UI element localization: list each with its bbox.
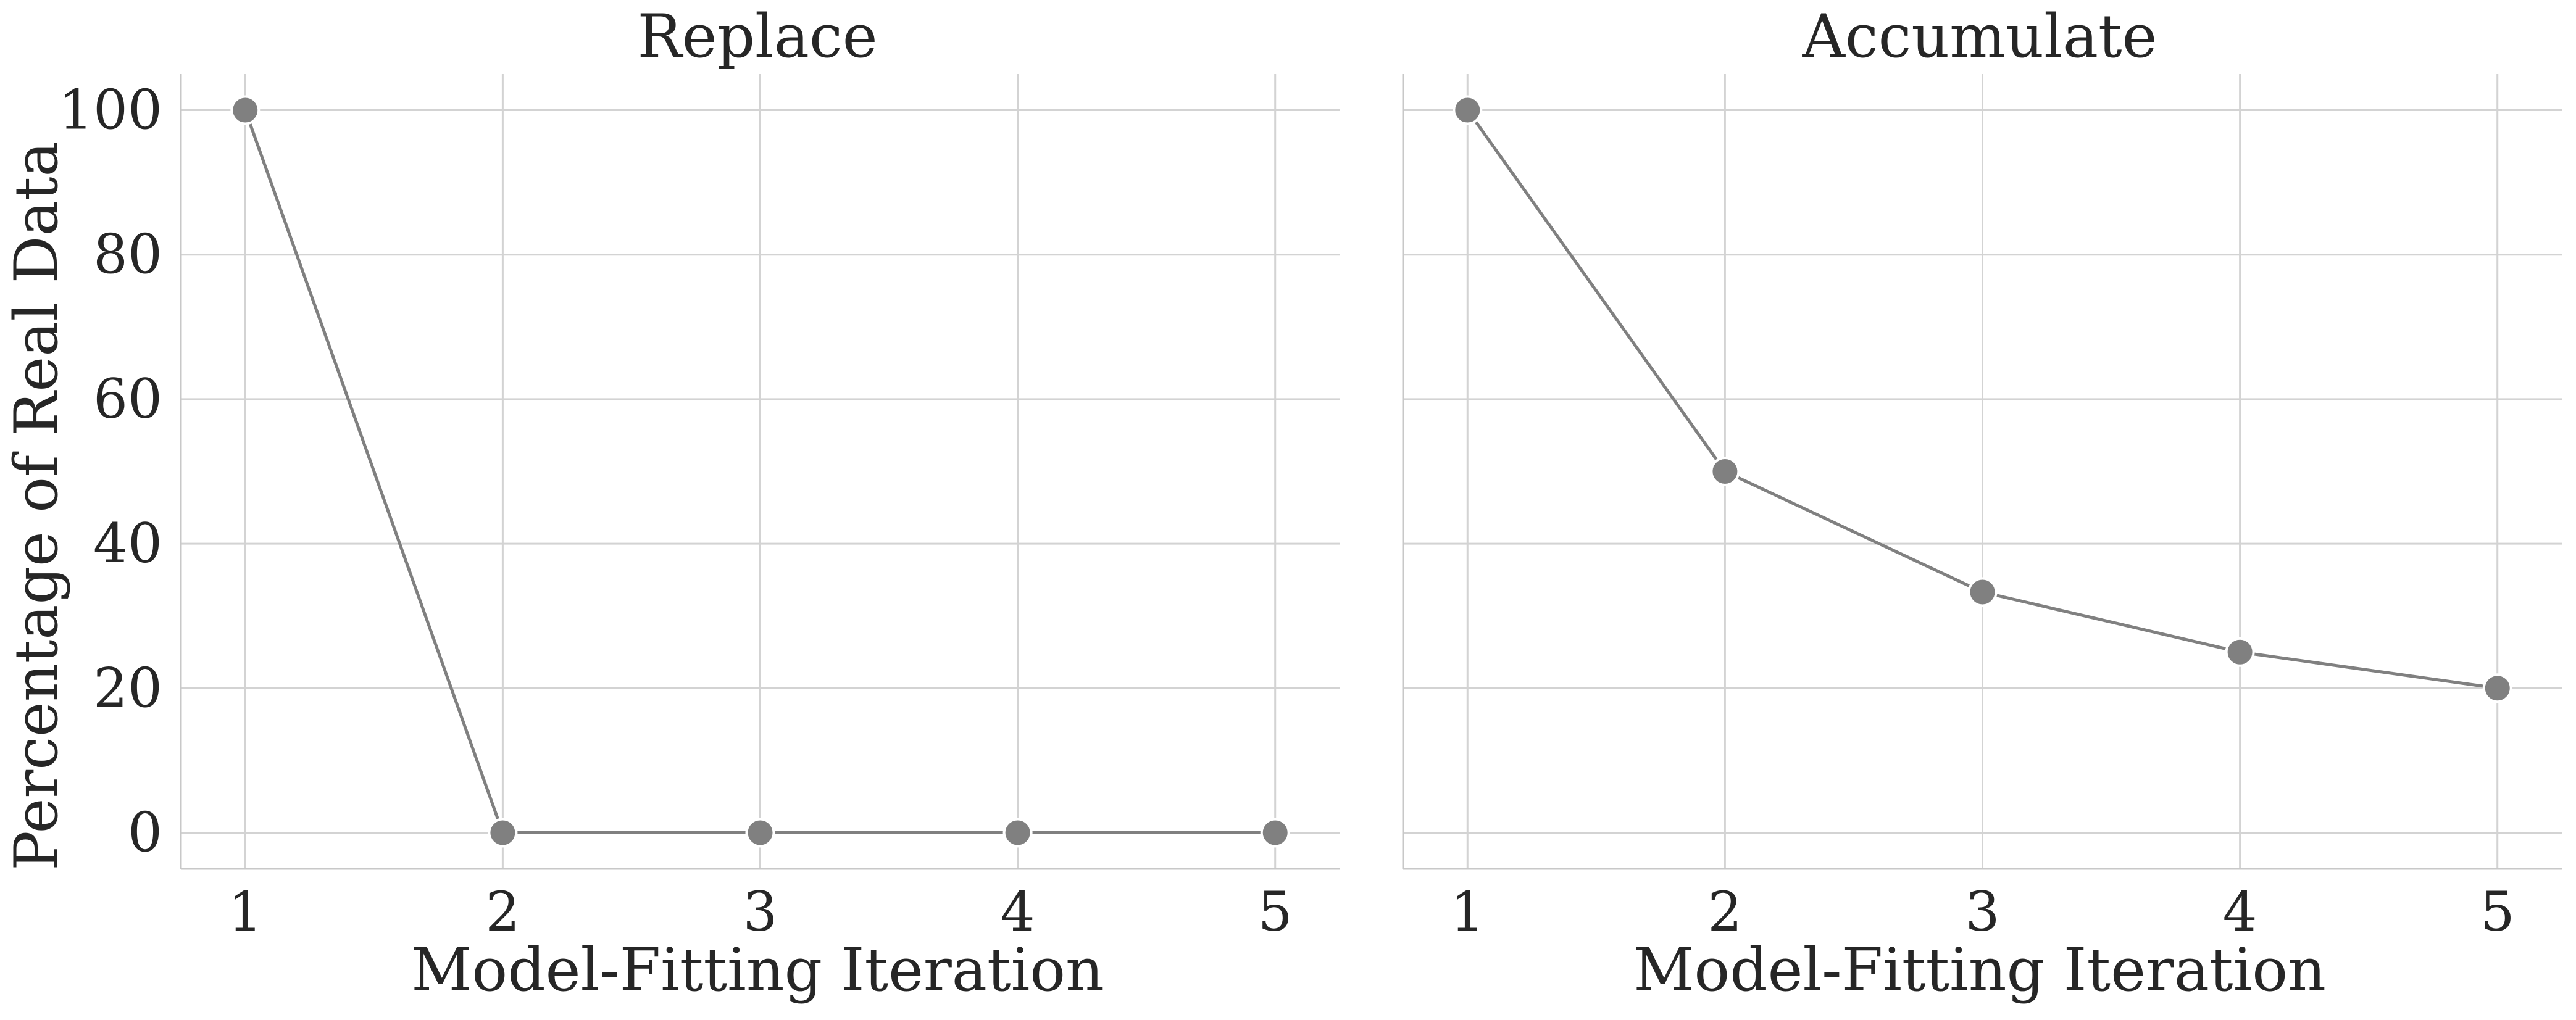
panel-replace-data-point <box>745 818 775 848</box>
panel-replace-y-tick-label: 100 <box>59 78 162 142</box>
panel-accumulate-grid <box>1403 74 2562 869</box>
panel-accumulate-data-point <box>1453 95 1483 125</box>
panel-accumulate: 1 2 3 4 5 Accumulate Model-Fitting Iteration <box>1402 2 2562 1005</box>
panel-accumulate-data-point <box>2482 673 2512 703</box>
panel-accumulate-x-tick-label: 3 <box>1965 880 2000 943</box>
panel-replace-x-tick-label: 2 <box>485 880 520 943</box>
panel-replace-data-point <box>1260 818 1290 848</box>
panel-replace-ticks: 1 2 3 4 5 0 20 40 60 80 100 <box>59 78 1293 943</box>
panel-replace-y-tick-label: 60 <box>93 367 162 431</box>
panel-replace-data-point <box>1002 818 1033 848</box>
panel-accumulate-x-tick-label: 1 <box>1450 880 1485 943</box>
panel-replace-y-tick-label: 0 <box>128 800 162 864</box>
panel-replace-title: Replace <box>637 2 877 71</box>
panel-accumulate-data-point <box>1967 577 1998 607</box>
panel-accumulate-spines <box>1402 74 2562 870</box>
panel-replace-x-tick-label: 4 <box>1001 880 1035 943</box>
panel-replace-x-tick-label: 3 <box>743 880 778 943</box>
panel-accumulate-series <box>1453 95 2512 703</box>
panel-accumulate-title: Accumulate <box>1802 2 2157 71</box>
panel-replace-x-axis-label: Model-Fitting Iteration <box>411 935 1104 1005</box>
panel-replace-y-tick-label: 80 <box>93 223 162 286</box>
panel-replace-y-tick-label: 20 <box>93 656 162 719</box>
panel-accumulate-x-tick-label: 5 <box>2480 880 2515 943</box>
panel-accumulate-ticks: 1 2 3 4 5 <box>1450 880 2514 943</box>
y-axis-label: Percentage of Real Data <box>2 141 71 870</box>
panel-replace-data-point <box>488 818 518 848</box>
panel-replace-x-tick-label: 1 <box>228 880 262 943</box>
panel-accumulate-x-axis-label: Model-Fitting Iteration <box>1633 935 2326 1005</box>
panel-replace: 1 2 3 4 5 0 20 40 60 80 100 Replace Model-Fitting … <box>2 2 1340 1005</box>
panel-replace-data-point <box>230 95 261 125</box>
panel-replace-x-tick-label: 5 <box>1258 880 1293 943</box>
panel-replace-spines <box>180 74 1340 870</box>
panel-replace-series <box>230 95 1290 848</box>
panel-accumulate-data-point <box>2225 637 2255 667</box>
panel-accumulate-x-tick-label: 4 <box>2223 880 2257 943</box>
panel-replace-y-tick-label: 40 <box>93 512 162 575</box>
panel-accumulate-x-tick-label: 2 <box>1707 880 1742 943</box>
panel-replace-grid <box>181 74 1340 869</box>
panel-accumulate-data-point <box>1710 457 1740 486</box>
